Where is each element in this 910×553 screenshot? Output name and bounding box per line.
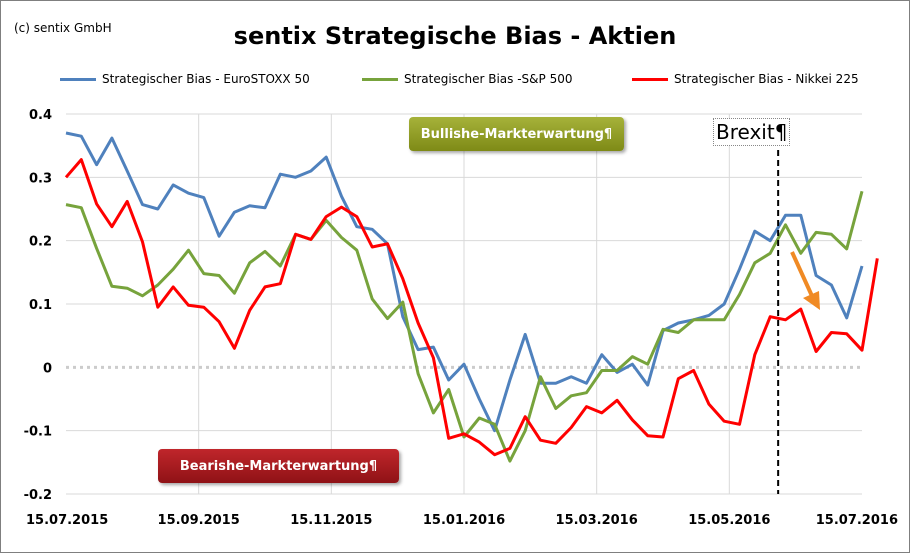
series-line-2 xyxy=(64,158,879,457)
x-tick-label: 15.07.2015 xyxy=(26,513,108,528)
y-tick-label: -0.1 xyxy=(24,425,52,440)
y-tick-label: 0.3 xyxy=(29,171,52,186)
copyright-text: (c) sentix GmbH xyxy=(14,21,112,35)
trend-arrow-shaft xyxy=(790,251,814,297)
legend: Strategischer Bias - EuroSTOXX 50 Strate… xyxy=(0,72,910,92)
y-tick-label: 0.1 xyxy=(29,298,52,313)
legend-item-eurostoxx: Strategischer Bias - EuroSTOXX 50 xyxy=(60,72,310,86)
trend-arrow-head xyxy=(803,291,820,310)
y-tick-label: 0.4 xyxy=(29,108,52,123)
legend-label-nikkei: Strategischer Bias - Nikkei 225 xyxy=(674,72,859,86)
legend-swatch-eurostoxx xyxy=(60,77,96,81)
legend-label-sp500: Strategischer Bias -S&P 500 xyxy=(404,72,573,86)
x-tick-label: 15.03.2016 xyxy=(556,513,638,528)
legend-swatch-sp500 xyxy=(362,77,398,81)
x-tick-label: 15.01.2016 xyxy=(423,513,505,528)
series-line-0 xyxy=(65,131,864,433)
x-tick-label: 15.05.2016 xyxy=(688,513,770,528)
legend-label-eurostoxx: Strategischer Bias - EuroSTOXX 50 xyxy=(102,72,310,86)
bullish-annotation: Bullishe-Markterwartung¶ xyxy=(409,117,624,151)
legend-swatch-nikkei xyxy=(632,77,668,81)
y-tick-label: 0 xyxy=(43,361,52,376)
y-tick-label: 0.2 xyxy=(29,235,52,250)
legend-item-sp500: Strategischer Bias -S&P 500 xyxy=(362,72,572,86)
x-tick-label: 15.07.2016 xyxy=(816,513,898,528)
x-tick-label: 15.09.2015 xyxy=(158,513,240,528)
series-line-1 xyxy=(65,190,864,463)
x-tick-label: 15.11.2015 xyxy=(290,513,372,528)
legend-item-nikkei: Strategischer Bias - Nikkei 225 xyxy=(632,72,859,86)
y-tick-label: -0.2 xyxy=(24,488,52,503)
brexit-annotation: Brexit¶ xyxy=(713,118,791,146)
bearish-annotation: Bearishe-Markterwartung¶ xyxy=(158,449,399,483)
chart-title: sentix Strategische Bias - Aktien xyxy=(233,22,677,50)
